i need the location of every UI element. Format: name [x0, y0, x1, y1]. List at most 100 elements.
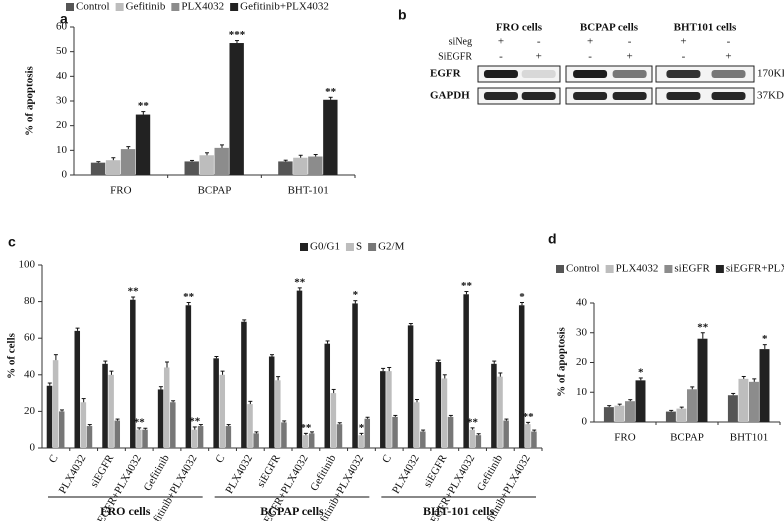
condition-mark: + — [587, 36, 593, 48]
bar — [278, 161, 293, 175]
bar — [603, 407, 614, 422]
error-bar — [96, 161, 101, 163]
legend-label: Control — [566, 263, 600, 275]
y-tick-label: 30 — [576, 326, 588, 338]
legend-label: S — [356, 241, 362, 253]
y-tick-label: 0 — [62, 169, 68, 181]
bar — [364, 418, 371, 448]
bar — [214, 147, 229, 175]
blot-band — [521, 92, 556, 100]
legend-swatch — [230, 3, 239, 11]
significance: * — [519, 291, 525, 303]
bar — [142, 429, 148, 448]
group-label: BCPAP cells — [580, 22, 639, 34]
significance: *** — [229, 29, 246, 41]
group-label: FRO cells — [100, 504, 151, 518]
error-bar — [607, 405, 612, 408]
significance: ** — [294, 276, 306, 288]
error-bar — [192, 426, 197, 430]
bar — [90, 162, 106, 175]
significance: ** — [134, 416, 146, 428]
x-tick-label: Gefitinib — [475, 452, 505, 493]
y-tick-label: 10 — [576, 386, 588, 398]
error-bar — [219, 144, 224, 148]
bar — [130, 299, 136, 448]
significance: * — [638, 367, 644, 379]
bar — [114, 420, 121, 448]
legend-swatch — [345, 243, 354, 251]
bar — [475, 435, 482, 448]
panel-label: a — [60, 11, 68, 27]
bar — [324, 343, 331, 448]
bar — [330, 393, 337, 448]
x-tick-label: BHT-101 — [288, 185, 329, 197]
error-bar — [638, 377, 643, 381]
bar — [197, 426, 204, 448]
bar — [281, 422, 287, 448]
panel-label: b — [398, 7, 407, 23]
error-bar — [298, 154, 303, 158]
y-axis-title: % of apoptosis — [24, 65, 36, 135]
legend-swatch — [556, 265, 564, 273]
bar — [46, 385, 53, 448]
x-tick-label: FRO — [110, 185, 131, 197]
error-bar — [669, 409, 674, 412]
significance: * — [762, 333, 768, 345]
error-bar — [731, 392, 736, 396]
bar — [336, 424, 343, 448]
bar — [525, 424, 531, 448]
significance: ** — [325, 86, 337, 98]
x-tick-label: siEGFR — [88, 452, 116, 489]
bar — [469, 429, 476, 448]
y-tick-label: 30 — [56, 95, 68, 107]
y-tick-label: 0 — [30, 442, 36, 454]
legend-swatch — [171, 3, 180, 11]
y-tick-label: 80 — [24, 295, 36, 307]
bar — [170, 402, 176, 448]
error-bar — [448, 414, 453, 417]
bar — [80, 402, 87, 448]
bar — [518, 305, 525, 448]
error-bar — [628, 399, 633, 402]
bar — [352, 303, 358, 448]
error-bar — [283, 159, 288, 162]
error-bar — [103, 360, 108, 364]
bar — [441, 378, 448, 448]
y-tick-label: 40 — [24, 368, 36, 380]
x-tick-label: FRO — [614, 432, 635, 444]
legend-swatch — [368, 243, 377, 251]
error-bar — [328, 96, 333, 100]
legend-label: G0/G1 — [310, 241, 340, 253]
error-bar — [470, 427, 475, 430]
bar — [323, 99, 338, 175]
blot-band — [573, 92, 608, 100]
error-bar — [325, 340, 330, 344]
blot-band — [612, 70, 647, 78]
legend-swatch — [115, 3, 124, 11]
bar — [635, 380, 646, 422]
significance: ** — [461, 280, 473, 292]
error-bar — [297, 287, 302, 291]
bar — [380, 371, 386, 448]
x-tick-label: C — [380, 453, 394, 465]
legend-swatch — [715, 265, 724, 273]
bar — [74, 330, 81, 448]
bar — [120, 149, 136, 175]
error-bar — [741, 375, 746, 379]
error-bar — [331, 388, 336, 394]
y-tick-label: 10 — [56, 144, 68, 156]
error-bar — [282, 420, 287, 423]
error-bar — [464, 291, 469, 295]
significance: ** — [128, 286, 140, 298]
error-bar — [131, 296, 136, 300]
error-bar — [226, 424, 231, 427]
bar — [185, 305, 192, 448]
y-tick-label: 0 — [582, 416, 588, 428]
legend-label: PLX4032 — [181, 1, 224, 13]
significance: ** — [697, 321, 709, 333]
error-bar — [337, 422, 342, 425]
y-tick-label: 60 — [24, 332, 36, 344]
bar — [759, 349, 770, 422]
bar — [665, 411, 676, 422]
